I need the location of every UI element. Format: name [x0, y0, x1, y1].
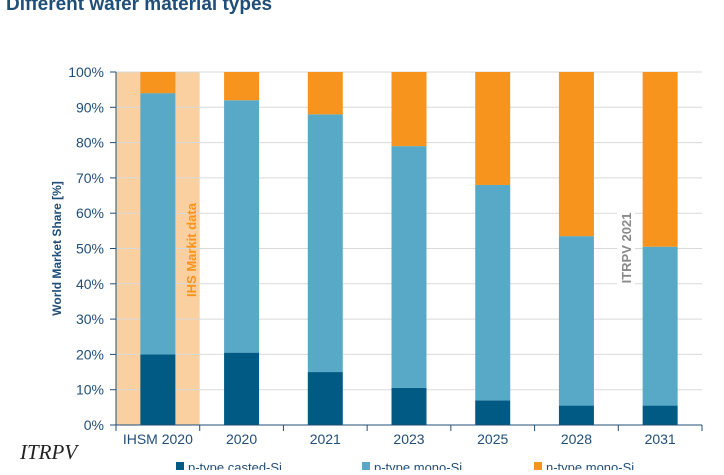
bar-p-type-mono-si-ihsm-2020 — [140, 93, 176, 355]
bar-p-type-mono-si-2025 — [475, 184, 511, 401]
x-tick-label: IHSM 2020 — [123, 431, 193, 447]
bar-p-type-casted-si-2025 — [475, 400, 511, 425]
y-tick-label: 20% — [76, 346, 104, 362]
bar-p-type-mono-si-2031 — [642, 246, 678, 406]
x-tick-label: 2021 — [310, 431, 341, 447]
bar-n-type-mono-si-2028 — [558, 72, 594, 237]
x-tick-label: 2020 — [226, 431, 257, 447]
y-tick-label: 90% — [76, 99, 104, 115]
bar-p-type-casted-si-2023 — [391, 387, 427, 425]
legend-swatch — [176, 462, 184, 470]
bar-n-type-mono-si-ihsm-2020 — [140, 72, 176, 94]
bar-n-type-mono-si-2031 — [642, 72, 678, 247]
y-tick-label: 70% — [76, 170, 104, 186]
legend-label: p-type mono-Si — [374, 460, 462, 470]
y-tick-label: 10% — [76, 382, 104, 398]
bar-layer — [140, 72, 678, 425]
bar-n-type-mono-si-2025 — [475, 72, 511, 185]
y-axis-label: World Market Share [%] — [50, 181, 64, 315]
annotation-itrpv-bg — [617, 208, 635, 288]
bar-p-type-mono-si-2028 — [558, 236, 594, 406]
x-tick-label: 2025 — [477, 431, 508, 447]
annotation-layer: IHS Markit data ITRPV 2021 — [184, 202, 635, 297]
bar-p-type-mono-si-2021 — [307, 114, 343, 373]
y-tick-label: 80% — [76, 135, 104, 151]
legend: p-type casted-Si p-type mono-Si n-type mon… — [176, 460, 634, 475]
annotation-itrpv-2021: ITRPV 2021 — [619, 213, 634, 284]
legend-label: p-type casted-Si — [188, 460, 282, 470]
bar-p-type-casted-si-2028 — [558, 405, 594, 425]
bar-p-type-casted-si-2031 — [642, 405, 678, 425]
y-tick-label: 60% — [76, 205, 104, 221]
bar-n-type-mono-si-2020 — [224, 72, 260, 101]
bar-n-type-mono-si-2021 — [307, 72, 343, 115]
bar-p-type-casted-si-ihsm-2020 — [140, 354, 176, 425]
x-tick-label: 2023 — [393, 431, 424, 447]
bar-p-type-mono-si-2020 — [224, 100, 260, 353]
x-tick-label: 2031 — [645, 431, 676, 447]
y-tick-label: 100% — [68, 64, 104, 80]
legend-label: n-type mono-Si — [546, 460, 634, 470]
y-tick-label: 40% — [76, 276, 104, 292]
bar-p-type-casted-si-2020 — [224, 352, 260, 425]
bar-p-type-casted-si-2021 — [307, 372, 343, 425]
chart-title: Different wafer material types — [6, 0, 273, 15]
bar-p-type-mono-si-2023 — [391, 146, 427, 388]
y-tick-label: 50% — [76, 241, 104, 257]
bar-n-type-mono-si-2023 — [391, 72, 427, 147]
legend-swatch — [362, 462, 370, 470]
annotation-ihs-markit: IHS Markit data — [184, 202, 199, 297]
y-tick-label: 30% — [76, 311, 104, 327]
x-tick-label: 2028 — [561, 431, 592, 447]
y-tick-label: 0% — [84, 417, 104, 433]
axis-layer: 0% 10% 20% 30% 40% 50% 60% 70% 80% 90% 100% World M… — [50, 64, 703, 447]
itrpv-logo-text: ITRPV — [20, 440, 78, 464]
legend-swatch — [534, 462, 542, 470]
